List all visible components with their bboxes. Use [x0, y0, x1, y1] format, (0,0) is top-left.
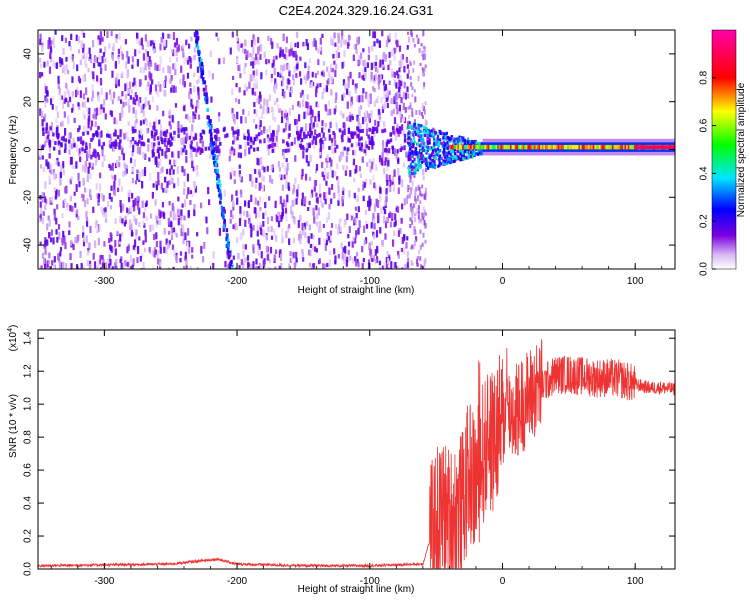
- colorbar: 0.0 0.2 0.4 0.6 0.8 Normalized spectral ampl…: [699, 29, 747, 276]
- spectrogram-xtick-label: -200: [227, 276, 247, 287]
- spectrogram-ytick-label: 20: [23, 96, 34, 108]
- snr-y-axis-label: SNR (10 * v/v): [8, 394, 19, 458]
- colorbar-ticks: 0.0 0.2 0.4 0.6 0.8: [699, 70, 716, 276]
- spectrogram-ytick-label: 40: [23, 48, 34, 60]
- spectrogram-xtick-label: 100: [627, 276, 644, 287]
- snr-ytick-label: 0.4: [23, 496, 34, 510]
- snr-series-line: [38, 339, 675, 569]
- spectrogram-xtick-label: -300: [94, 276, 114, 287]
- spectrogram-heatmap: [38, 30, 675, 269]
- colorbar-tick-label: 0.8: [699, 70, 710, 84]
- colorbar-tick-label: 0.0: [699, 262, 710, 276]
- colorbar-tick-label: 0.6: [699, 118, 710, 132]
- colorbar-tick-label: 0.2: [699, 214, 710, 228]
- snr-line-layer: [38, 339, 675, 569]
- colorbar-label: Normalized spectral amplitude: [736, 82, 747, 217]
- spectrogram-ytick-label: -20: [23, 190, 34, 205]
- snr-ytick-label: 0.0: [23, 562, 34, 576]
- snr-ytick-label: 1.0: [23, 397, 34, 411]
- snr-ytick-label: 1.2: [23, 364, 34, 378]
- spectrogram-x-axis-label: Height of straight line (km): [298, 285, 415, 296]
- snr-xtick-label: 0: [500, 576, 506, 587]
- snr-ytick-label: 0.8: [23, 430, 34, 444]
- snr-xtick-label: -100: [360, 576, 380, 587]
- snr-ytick-label: 0.2: [23, 529, 34, 543]
- snr-ytick-label: 0.6: [23, 463, 34, 477]
- snr-ytick-label: 1.4: [23, 331, 34, 345]
- figure-title: C2E4.2024.329.16.24.G31: [279, 3, 434, 18]
- snr-frame: [37, 329, 676, 570]
- spectrogram-xtick-label: -100: [360, 276, 380, 287]
- colorbar-gradient: [711, 29, 737, 270]
- colorbar-tick-label: 0.4: [699, 166, 710, 180]
- snr-panel: -300 -200 -100 0 100 0.0 0.2 0.4 0.6 0.8 1.0 1.2 1.4…: [7, 325, 676, 595]
- snr-ticks: -300 -200 -100 0 100 0.0 0.2 0.4 0.6 0.8 1.0 1.2 1.4: [23, 330, 675, 587]
- spectrogram-y-axis-label: Frequency (Hz): [8, 116, 19, 185]
- snr-x-axis-label: Height of straight line (km): [298, 584, 415, 595]
- spectrogram-ytick-label: -40: [23, 237, 34, 252]
- snr-xtick-label: -200: [227, 576, 247, 587]
- snr-y-multiplier: (x104): [7, 325, 19, 352]
- snr-xtick-label: 100: [627, 576, 644, 587]
- snr-xtick-label: -300: [94, 576, 114, 587]
- spectrogram-ytick-label: 0: [23, 146, 34, 152]
- spectrogram-xtick-label: 0: [500, 276, 506, 287]
